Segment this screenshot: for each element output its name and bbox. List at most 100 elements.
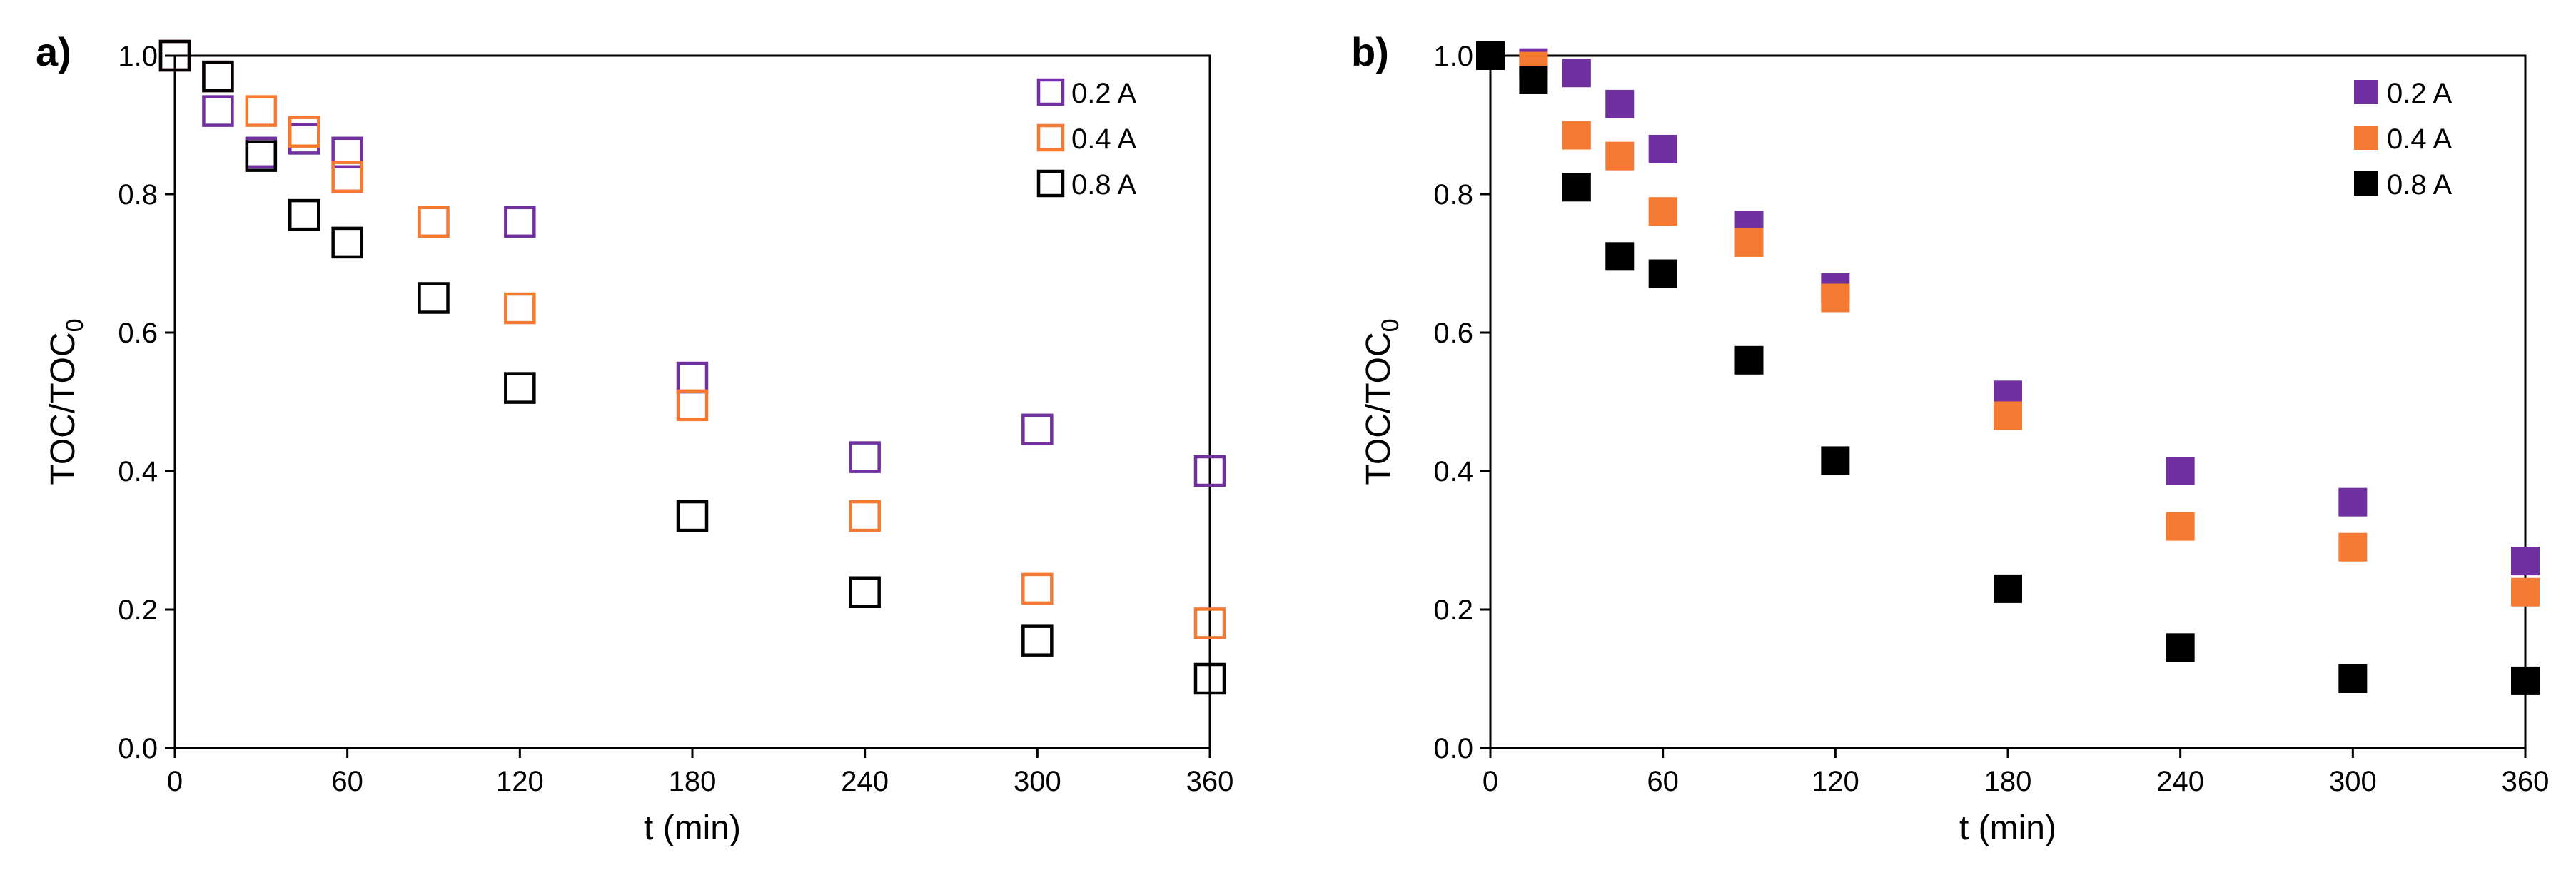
data-point xyxy=(158,39,191,72)
y-tick-label: 0.6 xyxy=(1433,318,1473,349)
data-point xyxy=(1193,662,1226,695)
legend-label: 0.2 A xyxy=(2387,78,2453,109)
legend-marker xyxy=(2354,126,2378,150)
data-point xyxy=(1734,228,1764,257)
x-tick-label: 0 xyxy=(1483,766,1498,797)
data-point xyxy=(288,116,320,148)
data-point xyxy=(849,500,881,532)
data-point xyxy=(1562,121,1591,150)
data-point xyxy=(504,292,536,325)
data-point xyxy=(1605,141,1635,171)
data-point xyxy=(1562,173,1591,202)
x-tick-label: 180 xyxy=(669,766,717,797)
legend-marker xyxy=(1036,123,1065,152)
data-point xyxy=(1605,89,1635,118)
data-point xyxy=(288,198,320,231)
legend-marker xyxy=(2354,80,2378,104)
data-point xyxy=(331,226,363,259)
data-point xyxy=(1994,401,2022,430)
x-tick-label: 0 xyxy=(167,766,183,797)
legend-label: 0.4 A xyxy=(2387,123,2453,155)
data-point xyxy=(849,576,881,608)
data-point xyxy=(1021,624,1054,657)
data-point xyxy=(418,282,450,314)
data-point xyxy=(1562,59,1591,88)
data-point xyxy=(331,136,363,169)
data-point xyxy=(1734,345,1764,375)
data-point xyxy=(418,206,450,238)
data-point xyxy=(1821,446,1850,475)
data-point xyxy=(2166,457,2195,485)
y-axis-label-main: TOC/TOC xyxy=(1360,332,1398,485)
data-point xyxy=(2338,532,2368,562)
data-point xyxy=(202,60,234,93)
legend-label: 0.8 A xyxy=(2387,169,2453,201)
x-tick-label: 60 xyxy=(331,766,363,797)
x-tick-label: 300 xyxy=(2329,766,2377,797)
y-tick-label: 1.0 xyxy=(1433,41,1473,72)
y-axis-label-subscript: 0 xyxy=(61,318,89,332)
data-point xyxy=(1193,455,1226,487)
x-tick-label: 360 xyxy=(2502,766,2550,797)
data-point xyxy=(1648,134,1677,163)
y-axis-label: TOC/TOC0 xyxy=(1360,318,1404,485)
data-point xyxy=(1021,572,1054,605)
chart-panel-a: 0 60 120 180 240 300 360 0.0 0.2 0.4 0.6 0.8 1.0 t (m… xyxy=(36,29,1233,847)
x-tick-label: 300 xyxy=(1014,766,1061,797)
data-point xyxy=(1519,65,1548,94)
y-tick-label: 0.2 xyxy=(1433,595,1473,626)
data-point xyxy=(1648,197,1677,226)
data-point xyxy=(1994,574,2022,603)
y-tick-label: 0.2 xyxy=(118,595,158,626)
y-tick-label: 0.8 xyxy=(1433,179,1473,211)
data-point xyxy=(245,140,278,172)
legend-label: 0.4 A xyxy=(1071,123,1137,155)
data-point xyxy=(1476,41,1505,70)
panel-label: a) xyxy=(36,29,71,74)
legend-marker xyxy=(2354,171,2378,196)
data-point xyxy=(849,441,881,473)
y-axis-label: TOC/TOC0 xyxy=(44,318,89,485)
data-point xyxy=(245,95,278,127)
series-0-8-A xyxy=(1476,41,2540,695)
x-tick-label: 120 xyxy=(496,766,544,797)
data-point xyxy=(1648,259,1677,288)
y-tick-label: 0.8 xyxy=(118,179,158,211)
data-point xyxy=(331,161,363,193)
y-tick-label: 0.0 xyxy=(118,733,158,764)
legend-marker xyxy=(1036,78,1065,106)
series-0-4-A xyxy=(1476,41,2540,607)
data-point xyxy=(288,123,320,155)
chart-panel-b: 0 60 120 180 240 300 360 0.0 0.2 0.4 0.6 0.8 1.0 t (m… xyxy=(1351,29,2549,847)
data-point xyxy=(676,500,709,532)
data-point xyxy=(2511,577,2540,607)
data-point xyxy=(1021,413,1054,446)
data-point xyxy=(2166,633,2195,662)
data-point xyxy=(2511,547,2540,576)
data-point xyxy=(1605,242,1635,271)
data-point xyxy=(2338,664,2368,693)
legend: 0.2 A 0.4 A 0.8 A xyxy=(1036,78,1137,201)
plot-frame xyxy=(173,54,1211,749)
legend-label: 0.8 A xyxy=(1071,169,1137,201)
x-tick-label: 360 xyxy=(1186,766,1234,797)
x-axis-label: t (min) xyxy=(644,809,741,847)
x-tick-label: 240 xyxy=(2156,766,2204,797)
series-0-2-A xyxy=(1476,41,2540,576)
y-tick-label: 0.4 xyxy=(118,456,158,487)
data-point xyxy=(1193,607,1226,639)
x-axis-label: t (min) xyxy=(1959,809,2056,847)
data-point xyxy=(2511,666,2540,695)
data-point xyxy=(676,361,709,394)
data-point xyxy=(202,95,234,127)
data-point xyxy=(504,372,536,404)
y-tick-label: 0.0 xyxy=(1433,733,1473,764)
y-axis-label-subscript: 0 xyxy=(1377,318,1404,332)
y-tick-label: 0.6 xyxy=(118,318,158,349)
legend-marker xyxy=(1036,169,1065,198)
series-0-8-A xyxy=(158,39,1226,695)
data-point xyxy=(202,60,234,93)
legend: 0.2 A 0.4 A 0.8 A xyxy=(2354,78,2453,201)
series-0-4-A xyxy=(158,39,1226,639)
